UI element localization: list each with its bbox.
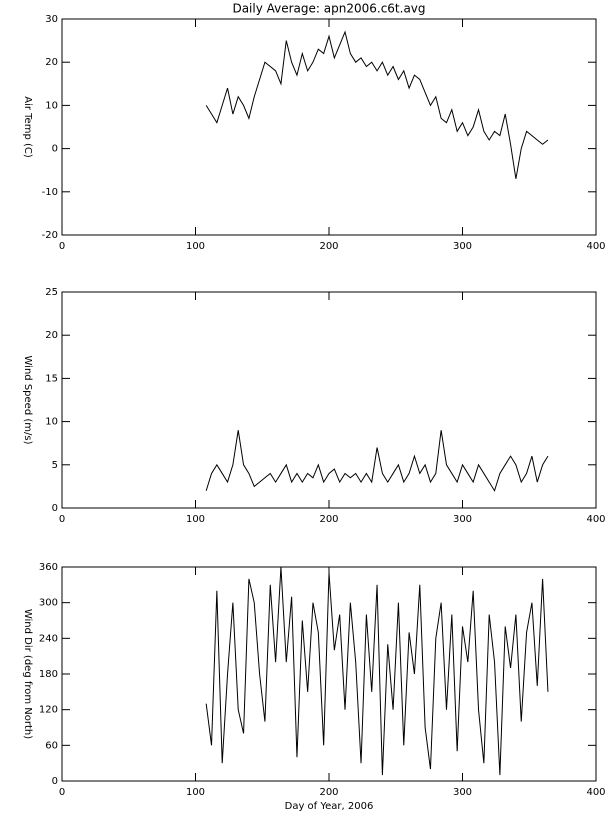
x-tick-label: 400 xyxy=(586,241,605,252)
x-tick-label: 300 xyxy=(453,514,472,525)
x-tick-label: 0 xyxy=(59,787,65,798)
y-axis-label: Wind Speed (m/s) xyxy=(22,356,33,445)
y-tick-label: 25 xyxy=(45,287,58,298)
x-tick-label: 100 xyxy=(186,241,205,252)
plot-frame xyxy=(61,291,597,509)
y-tick-label: -20 xyxy=(42,230,58,241)
y-tick-label: 0 xyxy=(52,776,58,787)
chart-title: Daily Average: apn2006.c6t.avg xyxy=(232,2,425,16)
y-axis-label: Air Temp (C) xyxy=(22,96,33,158)
x-tick-label: 200 xyxy=(319,787,338,798)
y-tick-label: 20 xyxy=(45,330,58,341)
y-tick-label: 10 xyxy=(45,100,58,111)
y-axis-label: Wind Dir (deg from North) xyxy=(22,609,33,739)
plot-frame xyxy=(61,566,597,782)
data-line xyxy=(205,430,549,492)
x-tick-label: 200 xyxy=(319,241,338,252)
y-tick-label: 120 xyxy=(39,705,58,716)
y-tick-label: 5 xyxy=(52,460,58,471)
y-tick-label: 30 xyxy=(45,14,58,25)
y-tick-label: 20 xyxy=(45,57,58,68)
y-tick-label: 0 xyxy=(52,503,58,514)
x-axis-label: Day of Year, 2006 xyxy=(285,801,374,812)
data-line xyxy=(205,30,549,179)
x-tick-label: 100 xyxy=(186,787,205,798)
x-tick-label: 300 xyxy=(453,787,472,798)
plot-frame xyxy=(61,18,597,236)
y-tick-label: 360 xyxy=(39,562,58,573)
x-tick-label: 300 xyxy=(453,241,472,252)
y-tick-label: -10 xyxy=(42,187,58,198)
y-tick-label: 60 xyxy=(45,740,58,751)
x-tick-label: 400 xyxy=(586,787,605,798)
y-tick-label: 240 xyxy=(39,633,58,644)
x-tick-label: 100 xyxy=(186,514,205,525)
x-tick-label: 0 xyxy=(59,241,65,252)
x-tick-label: 200 xyxy=(319,514,338,525)
y-tick-label: 15 xyxy=(45,373,58,384)
x-tick-label: 400 xyxy=(586,514,605,525)
data-line xyxy=(205,566,549,776)
x-tick-label: 0 xyxy=(59,514,65,525)
y-tick-label: 300 xyxy=(39,598,58,609)
y-tick-label: 180 xyxy=(39,669,58,680)
y-tick-label: 0 xyxy=(52,144,58,155)
y-tick-label: 10 xyxy=(45,417,58,428)
